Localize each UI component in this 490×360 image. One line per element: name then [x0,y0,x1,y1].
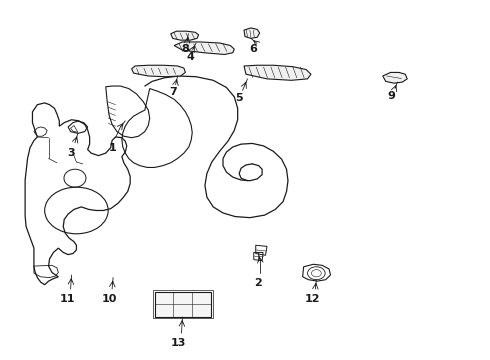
Text: 10: 10 [101,294,117,304]
Polygon shape [132,65,185,77]
Text: 9: 9 [388,91,395,101]
Polygon shape [244,28,260,39]
Text: 11: 11 [60,294,75,304]
Text: 1: 1 [108,143,116,153]
Bar [153,291,213,319]
Bar [155,292,211,317]
Text: 5: 5 [235,93,243,103]
Text: 6: 6 [249,44,257,54]
Polygon shape [174,42,234,54]
Polygon shape [383,72,407,83]
Text: 13: 13 [171,338,186,348]
Text: 3: 3 [67,148,75,158]
Text: 2: 2 [254,278,262,288]
Polygon shape [171,31,198,40]
Polygon shape [244,65,311,80]
Text: 12: 12 [305,294,320,304]
Text: 7: 7 [169,87,176,98]
Text: 8: 8 [181,44,189,54]
Text: 4: 4 [186,51,194,62]
